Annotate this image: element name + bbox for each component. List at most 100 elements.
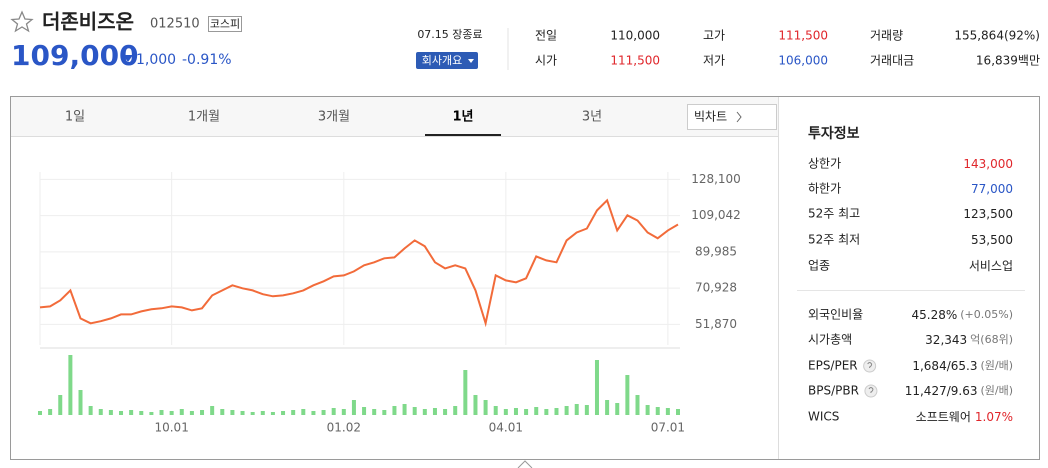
- dropdown-icon: [468, 59, 474, 63]
- info-label: BPS/PBR: [808, 384, 859, 398]
- help-icon[interactable]: [863, 359, 877, 373]
- volume-bar: [493, 406, 498, 415]
- chevron: [736, 111, 742, 123]
- info-value-text: 53,500: [971, 233, 1013, 247]
- volume-bar: [78, 390, 83, 415]
- summary-label: 거래량: [870, 29, 903, 43]
- company-button-bg[interactable]: [416, 52, 478, 69]
- volume-bar: [463, 370, 468, 415]
- x-tick-label: 04.01: [489, 421, 523, 435]
- period-tab[interactable]: 1개월: [188, 110, 220, 125]
- volume-bar: [453, 406, 458, 415]
- volume-bar: [210, 406, 215, 415]
- summary-label: 전일: [535, 29, 557, 43]
- tab-bar: [11, 97, 778, 136]
- y-tick-label: 89,985: [695, 244, 737, 258]
- volume-bar: [554, 408, 559, 415]
- stock-code: 012510: [150, 17, 200, 32]
- info-value-text: 서비스업: [969, 259, 1013, 273]
- info-value: 53,500: [971, 233, 1013, 247]
- help-icon[interactable]: [864, 384, 878, 398]
- volume-bar: [422, 409, 427, 415]
- big-chart-button: 빅차트: [694, 110, 727, 124]
- summary-label: 고가: [703, 29, 725, 43]
- collapse-arrow[interactable]: [517, 460, 533, 468]
- info-label: 외국인비율: [808, 308, 863, 322]
- market: 코스피: [210, 18, 240, 31]
- y-tick-label: 70,928: [695, 281, 737, 295]
- volume-bar: [605, 400, 610, 415]
- change-rate: -0.91%: [182, 52, 232, 68]
- volume-bar: [676, 409, 680, 415]
- volume-bar: [98, 409, 103, 415]
- y-tick-label: 109,042: [691, 208, 741, 222]
- volume-bar: [412, 407, 417, 415]
- stock-name: 더존비즈온: [42, 10, 134, 34]
- volume-bar: [513, 408, 518, 415]
- info-value: 123,500: [963, 207, 1013, 221]
- info-value-text: 32,343 억(68위): [925, 333, 1013, 347]
- volume-bar: [473, 395, 478, 415]
- volume-bar: [250, 412, 255, 415]
- volume-bar: [230, 410, 235, 415]
- summary-label: 저가: [703, 54, 725, 68]
- info-title: 투자정보: [808, 125, 860, 142]
- period-tab[interactable]: 3년: [582, 110, 602, 125]
- big-chart-button-bg[interactable]: [687, 104, 777, 130]
- info-label: EPS/PER: [808, 359, 858, 373]
- help-mark: [867, 362, 873, 368]
- volume-bar: [503, 409, 508, 415]
- info-value: 143,000: [963, 157, 1013, 171]
- volume-bar: [564, 406, 569, 415]
- info-value: 32,343: [925, 333, 967, 347]
- volume-bar: [432, 408, 437, 415]
- volume-bar: [179, 409, 184, 415]
- volume-bar: [139, 411, 144, 415]
- summary-value: 111,500: [610, 54, 660, 68]
- volume-bar: [382, 410, 387, 415]
- volume-bar: [108, 410, 113, 415]
- info-extra: 1.07%: [975, 410, 1013, 424]
- volume-bar: [665, 408, 670, 415]
- y-tick-label: 128,100: [691, 172, 741, 186]
- favorite-star[interactable]: [10, 10, 34, 33]
- info-value: 45.28%: [911, 308, 957, 322]
- info-label: 상한가: [808, 157, 841, 171]
- volume-bar: [351, 400, 356, 415]
- info-value-text: 소프트웨어 1.07%: [916, 410, 1013, 424]
- period-tab[interactable]: 1년: [452, 110, 473, 125]
- info-value: 소프트웨어: [916, 410, 971, 424]
- volume-bar: [635, 395, 640, 415]
- volume-bar: [48, 409, 53, 415]
- x-tick-label: 07.01: [651, 421, 685, 435]
- info-label: 52주 최저: [808, 233, 860, 247]
- volume-bar: [129, 410, 134, 415]
- volume-bar: [281, 411, 286, 415]
- summary-value: 16,839백만: [976, 54, 1040, 68]
- info-value: 서비스업: [969, 259, 1013, 273]
- volume-bar: [68, 355, 73, 415]
- summary-label: 시가: [535, 54, 557, 68]
- volume-bar: [443, 409, 448, 415]
- volume-bar: [594, 360, 599, 415]
- period-tab[interactable]: 1일: [65, 110, 85, 125]
- volume-bar: [483, 400, 488, 415]
- info-label: 업종: [808, 259, 830, 273]
- company-button: 회사개요: [422, 54, 462, 67]
- info-value-text: 45.28% (+0.05%): [911, 308, 1013, 322]
- price-line: [39, 198, 679, 328]
- period-tab[interactable]: 3개월: [318, 110, 350, 125]
- price: 109,000: [11, 39, 139, 72]
- volume-bar: [615, 403, 620, 415]
- volume-bar: [584, 405, 589, 415]
- info-label: 52주 최고: [808, 207, 860, 221]
- x-tick-label: 01.02: [327, 421, 361, 435]
- info-value: 11,427/9.63: [905, 384, 978, 398]
- info-label: 하한가: [808, 182, 841, 196]
- summary-label: 거래대금: [870, 54, 914, 68]
- chart-box: [10, 96, 1040, 460]
- volume-bar: [372, 409, 377, 415]
- change: 1,000: [136, 52, 176, 68]
